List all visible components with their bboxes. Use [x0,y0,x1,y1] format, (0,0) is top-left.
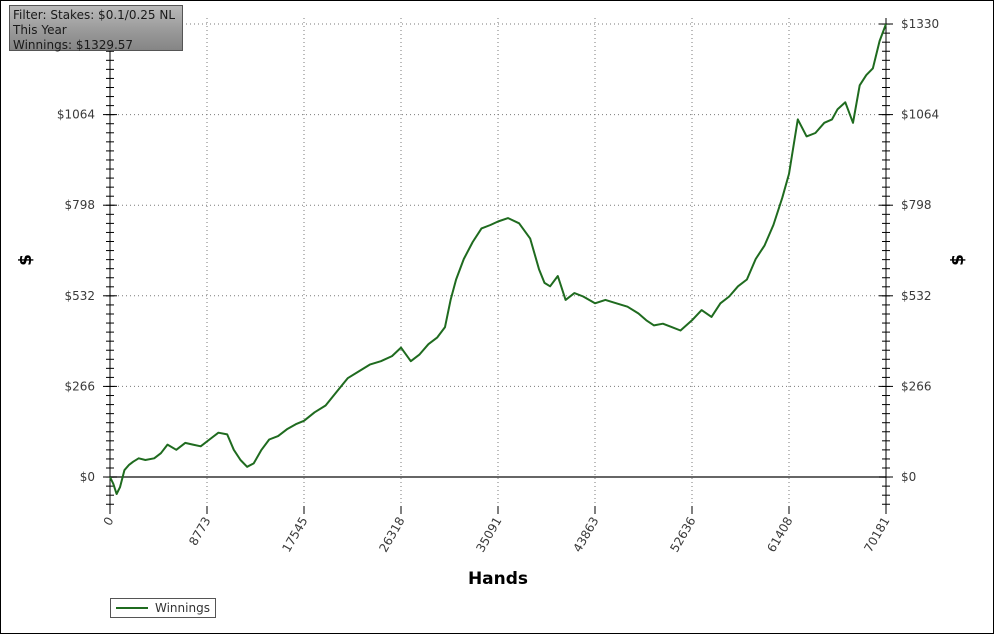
y-tick-label-right: $1330 [901,17,939,31]
x-tick-label: 0 [101,515,117,529]
filter-period-text: This Year [13,23,67,37]
x-tick-label: 43863 [570,515,601,555]
y-axis-right-title: $ [948,254,968,266]
filter-info-box: Filter: Stakes: $0.1/0.25 NL This Year W… [9,5,183,52]
y-tick-label-right: $1064 [901,108,939,122]
x-axis-title: Hands [468,569,528,589]
y-tick-label-left: $532 [64,289,95,303]
y-axis-left-title: $ [16,254,36,266]
y-tick-label-right: $532 [901,289,932,303]
legend-swatch-winnings [116,607,148,609]
x-tick-label: 35091 [473,515,504,555]
legend: Winnings [110,598,216,618]
filter-winnings-text: Winnings: $1329.57 [13,38,134,52]
minor-ticks [103,23,893,514]
y-tick-label-right: $266 [901,379,932,393]
x-tick-label: 8773 [186,515,213,548]
x-tick-label: 17545 [279,515,310,555]
y-axis-right-labels: $0 $266 $532 $798 $1064 $1330 [901,17,939,484]
y-tick-label-left: $266 [64,379,95,393]
y-tick-label-right: $0 [901,470,916,484]
y-tick-label-right: $798 [901,198,932,212]
y-tick-label-left: $0 [80,470,95,484]
filter-stakes-text: Filter: Stakes: $0.1/0.25 NL [13,8,176,22]
x-axis-labels: 0 8773 17545 26318 35091 43863 52636 61408 70181 [101,515,893,555]
y-tick-label-left: $798 [64,198,95,212]
x-tick-label: 26318 [376,515,407,555]
x-tick-label: 70181 [861,515,892,555]
x-tick-label: 61408 [764,515,795,555]
legend-label-winnings: Winnings [155,601,210,615]
x-tick-label: 52636 [667,515,698,555]
series-line-winnings [109,23,887,495]
y-axis-left-labels: $0$266$532$798$1064$1330 [57,17,95,484]
gridlines [109,18,887,506]
y-tick-label-left: $1064 [57,108,95,122]
